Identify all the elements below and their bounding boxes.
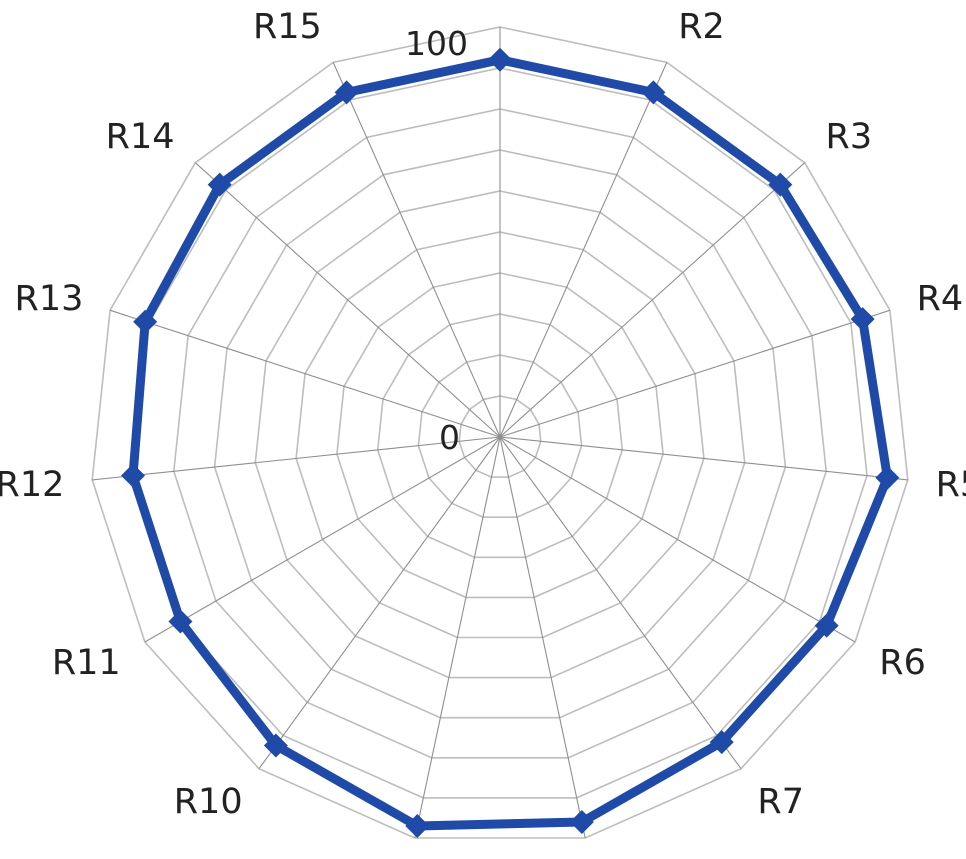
spoke-r13 xyxy=(109,309,501,438)
data-point-r12 xyxy=(121,463,146,488)
data-point-r7 xyxy=(709,730,734,755)
grid-ring xyxy=(336,272,664,599)
category-label-r14: R14 xyxy=(106,117,175,157)
data-point-r4 xyxy=(850,307,875,332)
spoke-r12 xyxy=(92,436,501,481)
category-label-r3: R3 xyxy=(826,117,873,157)
data-point-r9 xyxy=(405,814,430,839)
grid-ring xyxy=(254,190,746,679)
data-point-r11 xyxy=(168,609,193,634)
spoke-r4 xyxy=(499,309,891,438)
data-point-r8 xyxy=(569,809,594,834)
category-label-r7: R7 xyxy=(757,782,804,822)
grid-ring xyxy=(91,26,909,839)
data-point-r5 xyxy=(875,465,900,490)
spoke-r3 xyxy=(499,162,806,438)
category-label-r10: R10 xyxy=(174,782,243,822)
spoke-r7 xyxy=(499,436,742,770)
spoke-r14 xyxy=(194,162,501,438)
grid-ring xyxy=(417,354,583,519)
data-point-r13 xyxy=(133,309,158,334)
category-label-r6: R6 xyxy=(879,643,926,683)
category-label-r11: R11 xyxy=(52,643,121,683)
spoke-r2 xyxy=(499,62,668,438)
data-series xyxy=(121,47,900,839)
grid-ring xyxy=(458,395,542,478)
data-point-r3 xyxy=(768,172,793,197)
grid-ring xyxy=(132,67,868,799)
spoke-r5 xyxy=(499,436,908,481)
category-label-r12: R12 xyxy=(0,465,64,505)
data-point-r2 xyxy=(641,80,666,105)
category-label-r15: R15 xyxy=(253,7,322,47)
grid-ring xyxy=(295,231,705,639)
category-label-r1: R1 xyxy=(477,0,524,8)
category-label-r2: R2 xyxy=(678,7,725,47)
data-point-r14 xyxy=(207,172,232,197)
grid-ring xyxy=(376,313,624,559)
series-line xyxy=(128,55,892,831)
tick-label-max: 100 xyxy=(405,24,468,63)
spoke-r9 xyxy=(414,436,501,839)
tick-label-min: 0 xyxy=(439,418,460,457)
grid-ring xyxy=(213,149,787,719)
spoke-r10 xyxy=(258,436,501,770)
radar-spokes xyxy=(92,27,908,839)
radar-grid xyxy=(91,26,909,839)
category-label-r4: R4 xyxy=(917,279,964,319)
category-label-r5: R5 xyxy=(936,465,966,505)
data-point-r6 xyxy=(814,613,839,638)
data-point-r1 xyxy=(488,47,512,72)
spoke-r6 xyxy=(499,436,856,643)
spoke-r15 xyxy=(332,62,501,438)
grid-ring xyxy=(172,108,828,759)
spoke-r11 xyxy=(144,436,501,643)
category-label-r13: R13 xyxy=(15,279,84,319)
spoke-r8 xyxy=(499,436,586,839)
data-point-r10 xyxy=(263,733,288,758)
data-point-r15 xyxy=(334,80,359,105)
